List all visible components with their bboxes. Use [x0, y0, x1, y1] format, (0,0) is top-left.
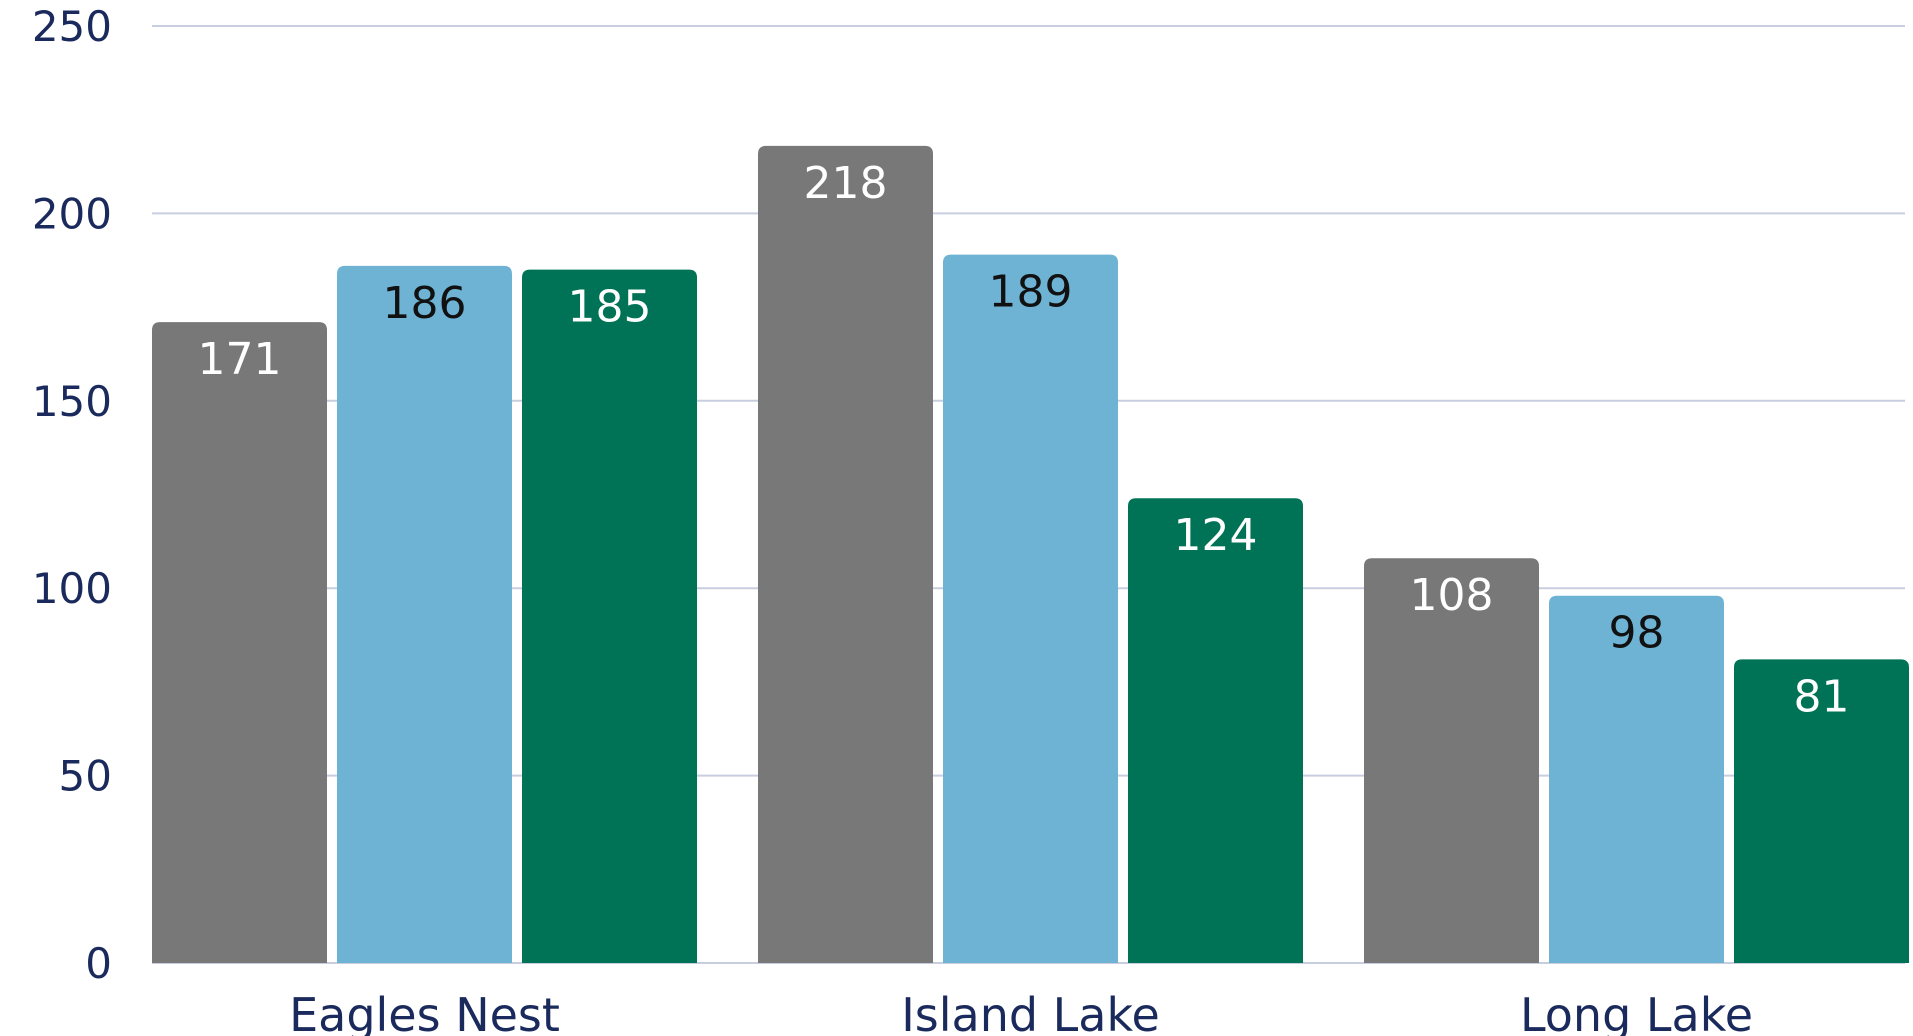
bars — [152, 145, 1909, 964]
bar-2-3 — [1128, 498, 1303, 963]
y-tick-label-150: 150 — [32, 377, 112, 426]
bar-3-3 — [1734, 659, 1909, 963]
data-label-3-2: 98 — [1609, 608, 1665, 659]
x-axis-category-labels: Eagles Nest Island Lake Long Lake — [289, 988, 1753, 1036]
data-label-3-1: 108 — [1410, 570, 1494, 621]
data-label-2-3: 124 — [1174, 510, 1258, 561]
data-labels: 171 186 185 218 189 124 108 98 81 — [198, 158, 1850, 722]
y-axis-tick-labels: 0 50 100 150 200 250 — [32, 2, 112, 988]
data-label-2-2: 189 — [989, 267, 1073, 318]
category-label-2: Island Lake — [901, 988, 1160, 1036]
data-label-1-3: 185 — [568, 282, 652, 333]
bar-2-2 — [943, 254, 1118, 964]
y-tick-label-250: 250 — [32, 2, 112, 51]
category-label-1: Eagles Nest — [289, 988, 560, 1036]
bar-2-1 — [758, 145, 933, 963]
data-label-1-1: 171 — [198, 334, 282, 385]
category-label-3: Long Lake — [1520, 988, 1753, 1036]
y-tick-label-100: 100 — [32, 564, 112, 613]
bar-1-2 — [337, 265, 512, 963]
bar-3-2 — [1549, 595, 1724, 963]
y-tick-label-50: 50 — [59, 752, 112, 801]
data-label-3-3: 81 — [1794, 671, 1850, 722]
data-label-1-2: 186 — [383, 278, 467, 329]
y-tick-label-0: 0 — [85, 939, 112, 988]
data-label-2-1: 218 — [804, 158, 888, 209]
y-tick-label-200: 200 — [32, 189, 112, 238]
bar-3-1 — [1364, 558, 1539, 963]
bar-1-1 — [152, 322, 327, 963]
bar-1-3 — [522, 269, 697, 963]
